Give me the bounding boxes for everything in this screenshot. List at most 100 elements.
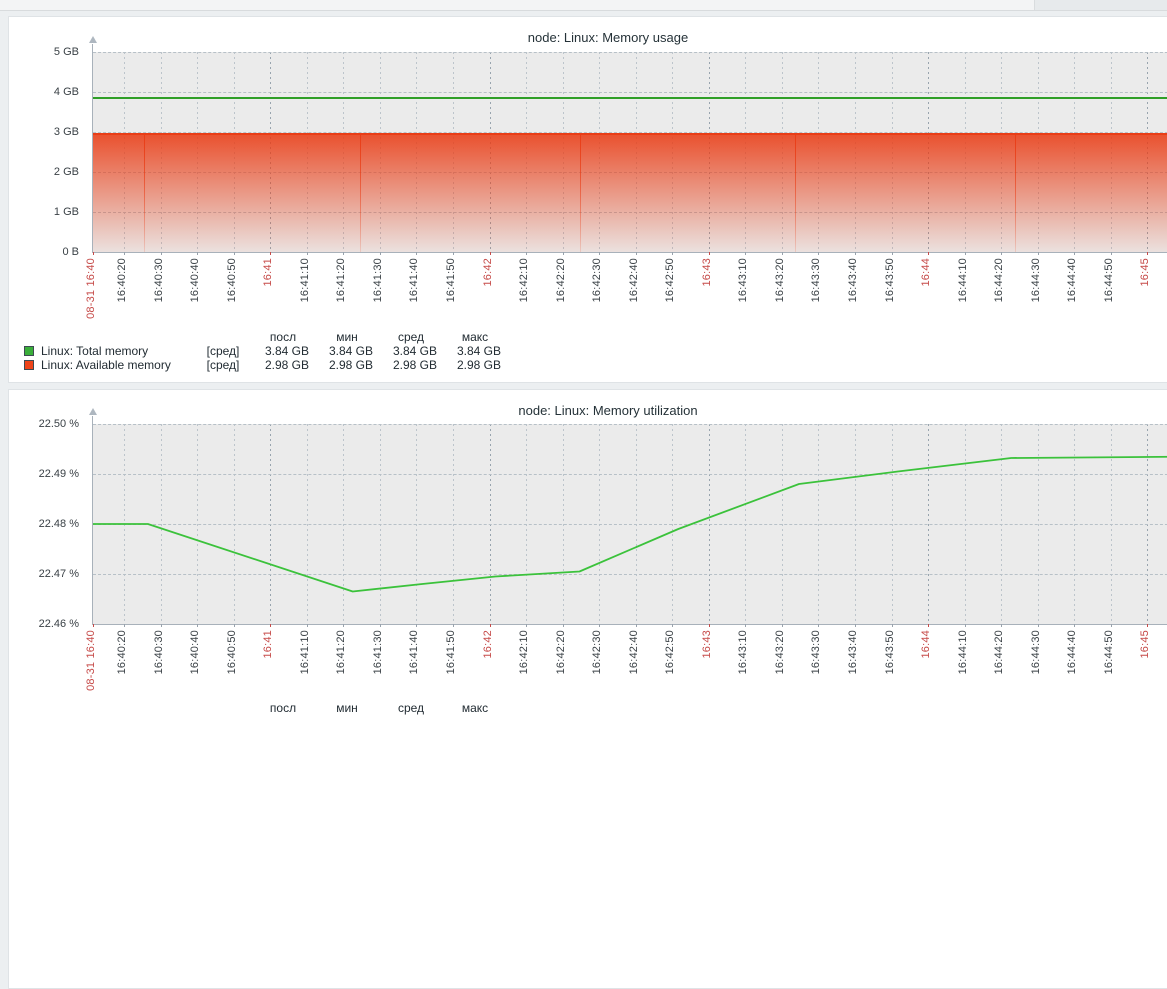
x-axis-line bbox=[92, 624, 1167, 625]
x-axis-tick-label: 16:44:30 bbox=[1029, 630, 1042, 675]
x-tick-mark bbox=[1037, 624, 1039, 627]
legend-stat-value: 3.84 GB bbox=[456, 344, 501, 358]
x-tick-mark bbox=[928, 252, 930, 255]
x-axis-tick-label: 16:41:10 bbox=[298, 630, 311, 675]
x-axis-tick-label: 16:41:40 bbox=[408, 258, 421, 303]
legend-header-spacer bbox=[195, 330, 251, 344]
x-axis-tick-label: 16:42:40 bbox=[627, 630, 640, 675]
x-tick-mark bbox=[1037, 252, 1039, 255]
legend-column-header: макс bbox=[461, 701, 489, 715]
legend-column-header: сред bbox=[397, 330, 425, 344]
x-tick-mark bbox=[197, 252, 199, 255]
x-axis-tick-label: 16:43:40 bbox=[847, 630, 859, 675]
series-line-linux-memory-utilization bbox=[93, 455, 1167, 593]
legend-item-label: Linux: Total memory bbox=[41, 344, 149, 358]
x-tick-mark bbox=[489, 252, 491, 255]
x-tick-mark bbox=[124, 624, 125, 627]
x-tick-mark bbox=[891, 252, 893, 255]
legend-stat-value: 2.98 GB bbox=[456, 358, 501, 372]
x-tick-mark bbox=[635, 252, 637, 255]
grid-line-h bbox=[93, 132, 1167, 133]
legend-column-header: посл bbox=[269, 701, 297, 715]
x-tick-mark bbox=[270, 624, 272, 627]
x-tick-mark bbox=[672, 252, 674, 255]
x-axis-tick-label: 16:40:40 bbox=[189, 630, 202, 675]
x-axis-tick-label: 16:42:30 bbox=[591, 258, 604, 303]
x-axis-line bbox=[92, 252, 1167, 253]
data-segment-boundary bbox=[144, 134, 145, 252]
legend-item-function: [сред] bbox=[206, 344, 240, 358]
y-axis-tick-label: 3 GB bbox=[53, 126, 79, 138]
x-tick-mark bbox=[197, 624, 199, 627]
chart-title: node: Linux: Memory utilization bbox=[518, 403, 698, 418]
x-tick-mark bbox=[233, 252, 235, 255]
x-axis-tick-label: 16:44:40 bbox=[1066, 630, 1079, 675]
x-axis-tick-label: 16:42:30 bbox=[591, 630, 604, 675]
x-axis-tick-label: 16:44:40 bbox=[1066, 258, 1079, 303]
x-axis-tick-label: 16:41 bbox=[262, 258, 275, 287]
x-tick-mark bbox=[672, 624, 674, 627]
x-tick-mark bbox=[93, 624, 94, 627]
x-axis-tick-label: 16:40:20 bbox=[116, 258, 128, 303]
x-tick-mark bbox=[160, 624, 162, 627]
x-tick-mark bbox=[452, 252, 454, 255]
x-axis-tick-label: 16:41:40 bbox=[408, 630, 421, 675]
x-tick-mark bbox=[599, 624, 601, 627]
y-axis-tick-label: 2 GB bbox=[53, 166, 79, 178]
x-tick-mark bbox=[1110, 624, 1112, 627]
x-tick-mark bbox=[1074, 624, 1076, 627]
x-axis-tick-label: 16:43:50 bbox=[883, 630, 896, 675]
memory-usage-graph-card: node: Linux: Memory usage 5 GB 4 GB 3 GB 2 … bbox=[8, 16, 1167, 383]
x-axis-tick-label: 16:41:50 bbox=[444, 630, 457, 675]
horizontal-scrollbar-thumb[interactable] bbox=[0, 0, 1035, 10]
y-axis-line bbox=[92, 416, 93, 624]
x-axis-tick-label: 16:44:10 bbox=[956, 630, 969, 675]
x-axis-tick-label: 16:44:50 bbox=[1102, 630, 1115, 675]
series-area-linux-available-memory bbox=[93, 132, 1167, 252]
x-axis-tick-label: 16:43:10 bbox=[737, 630, 750, 675]
y-axis-tick-label: 0 B bbox=[62, 246, 79, 258]
x-axis-tick-label: 16:43:20 bbox=[773, 258, 786, 303]
x-axis-tick-label: 08-31 16:40 bbox=[85, 630, 97, 691]
legend-column-header: макс bbox=[461, 330, 489, 344]
grid-line-h bbox=[93, 52, 1167, 53]
y-axis-line bbox=[92, 44, 93, 252]
x-tick-mark bbox=[1110, 252, 1112, 255]
grid-line-h bbox=[93, 574, 1167, 575]
x-axis-labels: 08-31 16:40 16:40:20 16:40:30 16:40:40 16:40… bbox=[85, 258, 1167, 336]
x-axis-tick-label: 16:44:30 bbox=[1029, 258, 1042, 303]
x-axis-tick-label: 16:43:40 bbox=[847, 258, 859, 303]
x-tick-mark bbox=[379, 252, 381, 255]
x-tick-mark bbox=[818, 252, 820, 255]
series-line-linux-total-memory bbox=[93, 97, 1167, 100]
memory-utilization-plot-area[interactable] bbox=[93, 424, 1167, 624]
x-axis-ticks bbox=[93, 624, 1167, 628]
y-axis-arrow-icon bbox=[89, 36, 97, 43]
x-axis-tick-label: 16:43:30 bbox=[810, 630, 823, 675]
x-axis-tick-label: 16:43:20 bbox=[773, 630, 786, 675]
x-axis-tick-label: 16:41:10 bbox=[298, 258, 311, 303]
x-tick-mark bbox=[781, 252, 783, 255]
legend-row: Linux: Total memory [сред] 3.84 GB 3.84 GB 3… bbox=[17, 344, 507, 358]
y-axis-tick-label: 22.47 % bbox=[38, 568, 79, 580]
x-axis-tick-label: 16:41:30 bbox=[371, 630, 384, 675]
y-axis-tick-label: 5 GB bbox=[53, 46, 79, 58]
x-tick-mark bbox=[233, 624, 235, 627]
x-tick-mark bbox=[708, 624, 710, 627]
x-tick-mark bbox=[708, 252, 710, 255]
x-tick-mark bbox=[452, 624, 454, 627]
x-tick-mark bbox=[1147, 252, 1149, 255]
x-tick-mark bbox=[745, 624, 747, 627]
x-axis-tick-label: 16:40:30 bbox=[152, 630, 165, 675]
y-axis-arrow-icon bbox=[89, 408, 97, 415]
x-tick-mark bbox=[964, 624, 966, 627]
x-tick-mark bbox=[489, 624, 491, 627]
legend-item-name: Linux: Available memory bbox=[17, 358, 195, 372]
x-axis-tick-label: 16:41:20 bbox=[335, 258, 348, 303]
memory-usage-plot-area[interactable] bbox=[93, 52, 1167, 252]
horizontal-scrollbar[interactable] bbox=[0, 0, 1167, 11]
data-segment-boundary bbox=[360, 134, 361, 252]
data-segment-boundary bbox=[580, 134, 581, 252]
grid-line-h bbox=[93, 474, 1167, 475]
